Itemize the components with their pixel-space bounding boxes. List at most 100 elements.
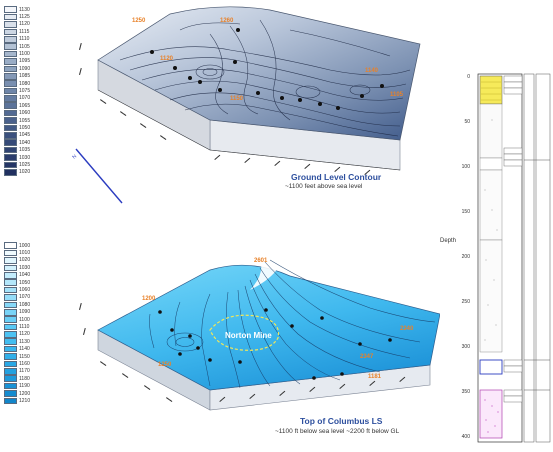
depth-tick-label: 0 xyxy=(467,74,470,80)
svg-text:▬▬: ▬▬ xyxy=(143,384,151,392)
legend-bottom-value: 1180 xyxy=(19,375,30,382)
legend-bottom-swatch xyxy=(4,249,17,257)
legend-bottom-swatch xyxy=(4,242,17,249)
legend-top-value: 1080 xyxy=(19,80,31,87)
legend-top-entry: 1065 xyxy=(4,102,44,110)
top-map-subtitle: ~1100 feet above sea level xyxy=(285,183,363,190)
legend-top-entry: 1025 xyxy=(4,161,44,169)
svg-text:▬▬: ▬▬ xyxy=(278,389,286,397)
legend-ground-level: 1130 1125 1120 1115 1110 1105 1100 1095 1090 1085… xyxy=(4,6,44,176)
legend-top-entry: 1060 xyxy=(4,109,44,117)
depth-tick-label: 350 xyxy=(461,389,470,395)
legend-top-value: 1120 xyxy=(19,21,30,28)
legend-top-swatch xyxy=(4,35,17,43)
legend-top-entry: 1085 xyxy=(4,72,44,80)
legend-bottom-entry: 1100 xyxy=(4,316,44,323)
legend-top-swatch xyxy=(4,72,17,80)
svg-text:▬▬: ▬▬ xyxy=(248,392,256,400)
legend-bottom-swatch xyxy=(4,308,17,316)
legend-bottom-swatch xyxy=(4,382,17,390)
legend-top-value: 1045 xyxy=(19,132,31,139)
legend-bottom-value: 1110 xyxy=(19,323,30,330)
depth-tick-label: 100 xyxy=(461,164,470,170)
legend-bottom-entry: 1000 xyxy=(4,242,44,249)
legend-bottom-swatch xyxy=(4,397,17,405)
legend-bottom-value: 1200 xyxy=(19,390,31,397)
legend-bottom-value: 1000 xyxy=(19,242,31,249)
depth-tick-label: 250 xyxy=(461,299,470,305)
svg-text:▬▬: ▬▬ xyxy=(77,42,83,50)
svg-text:▬▬: ▬▬ xyxy=(121,372,129,380)
svg-text:▬▬: ▬▬ xyxy=(363,168,371,175)
svg-text:▬▬: ▬▬ xyxy=(368,379,376,387)
legend-bottom-entry: 1210 xyxy=(4,397,44,405)
depth-tick-label: 150 xyxy=(461,209,470,215)
legend-top-value: 1090 xyxy=(19,65,31,72)
legend-bottom-entry: 1140 xyxy=(4,345,44,353)
legend-bottom-value: 1040 xyxy=(19,272,31,279)
legend-top-entry: 1115 xyxy=(4,28,44,36)
legend-top-swatch xyxy=(4,95,17,102)
legend-top-entry: 1130 xyxy=(4,6,44,13)
svg-text:▬▬: ▬▬ xyxy=(159,134,167,142)
legend-bottom-swatch xyxy=(4,257,17,264)
legend-bottom-entry: 1160 xyxy=(4,360,44,368)
legend-top-entry: 1095 xyxy=(4,58,44,65)
bottom-label-3: 1250 xyxy=(158,362,172,368)
norton-mine-label: Norton Mine xyxy=(225,331,272,340)
legend-top-value: 1110 xyxy=(19,36,30,43)
legend-bottom-swatch xyxy=(4,301,17,309)
svg-text:▬▬: ▬▬ xyxy=(338,382,346,390)
legend-top-swatch xyxy=(4,132,17,139)
legend-bottom-entry: 1120 xyxy=(4,331,44,338)
legend-bottom-swatch xyxy=(4,360,17,368)
legend-bottom-entry: 1080 xyxy=(4,301,44,309)
svg-text:▬▬: ▬▬ xyxy=(398,375,406,383)
svg-text:▬▬: ▬▬ xyxy=(77,67,83,75)
depth-tick-label: 400 xyxy=(461,434,470,440)
legend-bottom-swatch xyxy=(4,286,17,294)
legend-top-value: 1075 xyxy=(19,87,31,94)
legend-bottom-value: 1190 xyxy=(19,383,30,390)
legend-bottom-entry: 1030 xyxy=(4,264,44,272)
legend-bottom-value: 1020 xyxy=(19,257,31,264)
top-label-2: 1260 xyxy=(220,18,234,24)
legend-top-value: 1050 xyxy=(19,124,31,131)
svg-text:▬▬: ▬▬ xyxy=(77,302,83,310)
svg-text:▬▬: ▬▬ xyxy=(139,122,147,130)
depth-tick-label: 50 xyxy=(464,119,470,125)
legend-top-swatch xyxy=(4,161,17,169)
legend-bottom-entry: 1130 xyxy=(4,338,44,346)
legend-top-swatch xyxy=(4,28,17,36)
legend-bottom-swatch xyxy=(4,294,17,301)
svg-text:▬▬: ▬▬ xyxy=(303,162,311,170)
legend-bottom-value: 1090 xyxy=(19,309,31,316)
legend-top-swatch xyxy=(4,146,17,154)
legend-top-entry: 1045 xyxy=(4,132,44,139)
legend-bottom-entry: 1010 xyxy=(4,249,44,257)
legend-bottom-entry: 1170 xyxy=(4,368,44,375)
legend-bottom-value: 1070 xyxy=(19,294,31,301)
legend-top-entry: 1120 xyxy=(4,21,44,28)
legend-bottom-value: 1080 xyxy=(19,301,31,308)
legend-bottom-swatch xyxy=(4,338,17,346)
legend-top-value: 1030 xyxy=(19,154,31,161)
depth-axis-label: Depth xyxy=(440,238,457,244)
legend-top-entry: 1125 xyxy=(4,13,44,21)
legend-top-value: 1065 xyxy=(19,102,31,109)
legend-bottom-value: 1160 xyxy=(19,360,30,367)
legend-top-entry: 1035 xyxy=(4,146,44,154)
legend-top-swatch xyxy=(4,80,17,87)
legend-columbus-ls: 1000 1010 1020 1030 1040 1050 1060 1070 1080 1090… xyxy=(4,242,44,405)
svg-text:▬▬: ▬▬ xyxy=(119,110,127,118)
legend-bottom-swatch xyxy=(4,368,17,375)
legend-bottom-swatch xyxy=(4,375,17,383)
legend-top-entry: 1110 xyxy=(4,35,44,43)
legend-top-swatch xyxy=(4,102,17,110)
legend-bottom-swatch xyxy=(4,353,17,360)
bottom-label-6: 1181 xyxy=(368,374,382,380)
bottom-map-title: Top of Columbus LS xyxy=(300,416,383,426)
legend-top-swatch xyxy=(4,117,17,124)
legend-top-value: 1055 xyxy=(19,117,31,124)
stratigraphic-column: Depth 0 50 100 150 200 250 300 350 400 xyxy=(440,60,552,448)
